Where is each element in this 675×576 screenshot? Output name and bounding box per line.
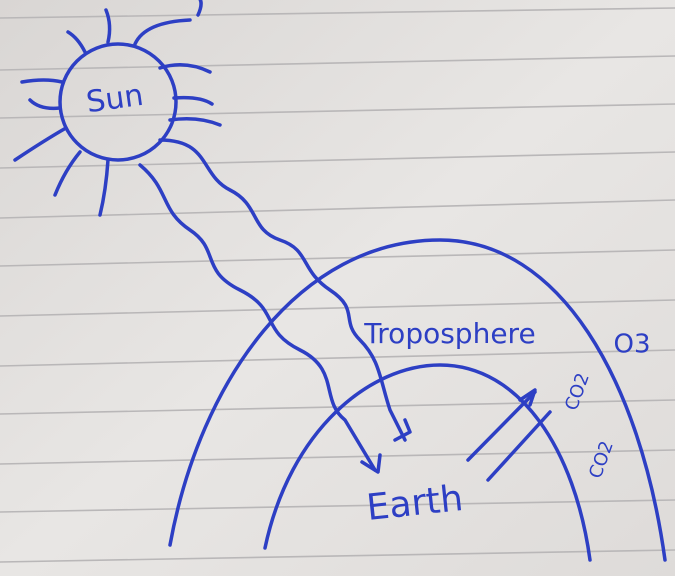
- troposphere-boundary: [263, 363, 592, 562]
- sun-circle: [58, 42, 178, 162]
- drawing: [13, 0, 667, 562]
- troposphere-label: Troposphere: [363, 317, 535, 350]
- sun-label: Sun: [84, 78, 145, 121]
- arrow-head: [393, 418, 412, 442]
- wavy-ray: [138, 163, 377, 472]
- outer-atmosphere: [168, 238, 667, 562]
- radiation-back: [486, 410, 552, 482]
- arrow-head: [518, 388, 537, 407]
- wavy-ray: [158, 138, 407, 442]
- ruled-lines: [0, 7, 675, 563]
- radiation-out: [466, 390, 537, 462]
- sun-rays: [13, 0, 222, 217]
- earth-label: Earth: [365, 478, 465, 529]
- arrow-head: [360, 453, 382, 474]
- ozone-label: O3: [613, 330, 650, 360]
